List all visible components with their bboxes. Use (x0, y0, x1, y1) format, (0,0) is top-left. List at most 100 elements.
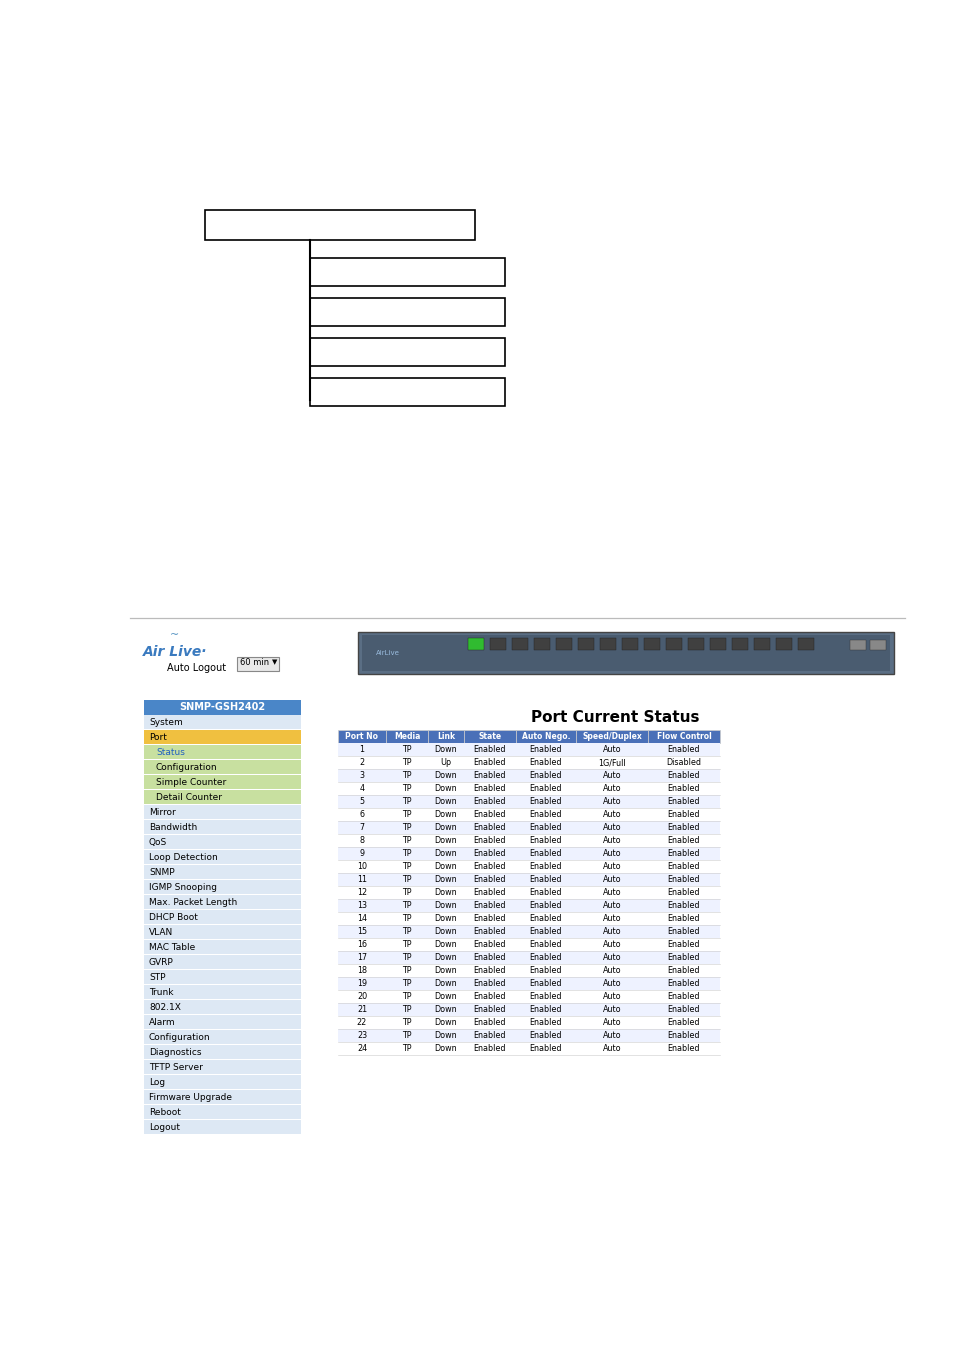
Text: Down: Down (435, 823, 456, 832)
Bar (516, 1004, 576, 1016)
Bar (337, 1029, 386, 1041)
Text: 6: 6 (359, 809, 364, 819)
Text: Enabled: Enabled (529, 1044, 561, 1054)
Text: 23: 23 (356, 1031, 367, 1040)
Text: Auto: Auto (602, 849, 620, 858)
Text: Auto: Auto (602, 1031, 620, 1040)
Text: Detail Counter: Detail Counter (156, 793, 222, 803)
Bar (647, 898, 720, 912)
Bar (386, 755, 428, 769)
Bar (576, 769, 647, 782)
Text: Enabled: Enabled (529, 966, 561, 975)
Text: 3: 3 (359, 772, 364, 780)
Bar (337, 1004, 386, 1016)
Bar (144, 1105, 301, 1120)
Bar (428, 730, 463, 743)
Text: Auto: Auto (602, 784, 620, 793)
Bar (428, 1016, 463, 1029)
Text: Down: Down (435, 888, 456, 897)
Bar (386, 886, 428, 898)
Text: Auto: Auto (602, 979, 620, 987)
Text: Air Live·: Air Live· (143, 645, 207, 660)
Text: Enabled: Enabled (474, 915, 506, 923)
Bar (576, 1004, 647, 1016)
Bar (144, 774, 301, 789)
Text: TP: TP (402, 836, 412, 844)
Text: 8: 8 (359, 836, 364, 844)
Bar (516, 965, 576, 977)
Text: Port: Port (149, 733, 167, 742)
Text: Down: Down (435, 927, 456, 936)
Text: Enabled: Enabled (474, 992, 506, 1001)
Bar (144, 835, 301, 849)
Text: VLAN: VLAN (149, 928, 173, 938)
Bar (463, 1016, 516, 1029)
Text: Auto: Auto (602, 876, 620, 884)
Text: Enabled: Enabled (474, 772, 506, 780)
Text: 21: 21 (356, 1005, 367, 1014)
Bar (463, 951, 516, 965)
Bar (144, 759, 301, 774)
Bar (463, 898, 516, 912)
Text: TP: TP (402, 809, 412, 819)
Text: Media: Media (394, 733, 419, 741)
Bar (386, 834, 428, 847)
Bar (386, 938, 428, 951)
Bar (463, 925, 516, 938)
Bar (463, 1004, 516, 1016)
Bar (687, 638, 703, 650)
Text: Enabled: Enabled (667, 1005, 700, 1014)
Bar (647, 977, 720, 990)
Bar (144, 880, 301, 894)
Bar (576, 898, 647, 912)
Bar (463, 822, 516, 834)
Text: Enabled: Enabled (474, 940, 506, 948)
Text: 1G/Full: 1G/Full (598, 758, 625, 768)
Text: Enabled: Enabled (529, 836, 561, 844)
Bar (516, 847, 576, 861)
Text: AirLive: AirLive (375, 650, 399, 656)
Text: TP: TP (402, 1005, 412, 1014)
Text: Down: Down (435, 901, 456, 911)
Bar (337, 861, 386, 873)
Text: Enabled: Enabled (529, 940, 561, 948)
Bar (576, 977, 647, 990)
Text: Log: Log (149, 1078, 165, 1087)
Text: Enabled: Enabled (667, 927, 700, 936)
Bar (599, 638, 616, 650)
Bar (337, 782, 386, 795)
Text: GVRP: GVRP (149, 958, 173, 967)
Bar (144, 791, 301, 804)
Bar (647, 965, 720, 977)
Bar (797, 638, 813, 650)
Text: TP: TP (402, 784, 412, 793)
Bar (463, 782, 516, 795)
Bar (665, 638, 681, 650)
Bar (386, 898, 428, 912)
Text: 802.1X: 802.1X (149, 1004, 181, 1012)
Text: Enabled: Enabled (667, 1031, 700, 1040)
Bar (337, 755, 386, 769)
Bar (144, 985, 301, 1000)
Bar (386, 912, 428, 925)
Text: Enabled: Enabled (667, 797, 700, 805)
Text: Auto: Auto (602, 992, 620, 1001)
Bar (463, 861, 516, 873)
Text: Auto: Auto (602, 915, 620, 923)
Bar (463, 938, 516, 951)
Text: Enabled: Enabled (529, 1018, 561, 1027)
Bar (428, 951, 463, 965)
Text: 20: 20 (356, 992, 367, 1001)
Bar (647, 1029, 720, 1041)
Bar (428, 782, 463, 795)
Bar (731, 638, 747, 650)
Bar (428, 1041, 463, 1055)
Bar (463, 990, 516, 1004)
Bar (576, 990, 647, 1004)
Text: Status: Status (156, 747, 185, 757)
Bar (516, 886, 576, 898)
Bar (337, 977, 386, 990)
Bar (144, 850, 301, 863)
Bar (144, 745, 301, 759)
Text: Enabled: Enabled (474, 876, 506, 884)
